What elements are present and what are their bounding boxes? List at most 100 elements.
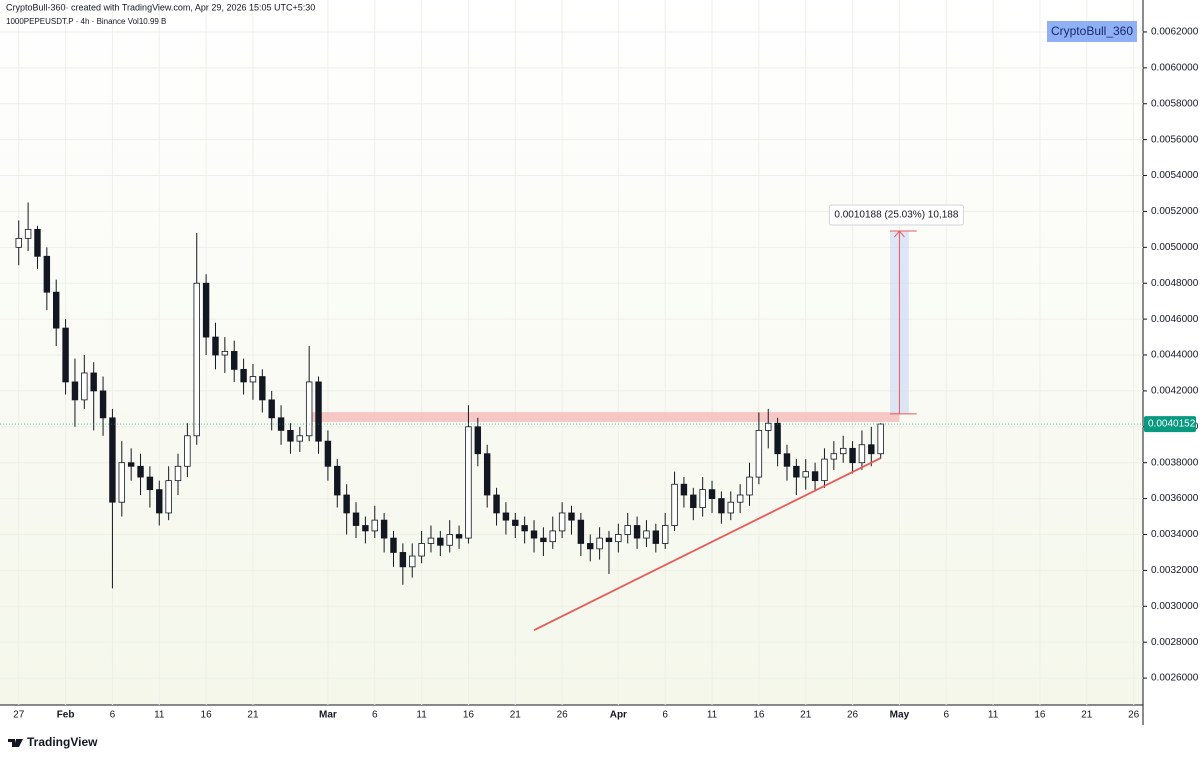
logo-icon: [8, 739, 23, 747]
candle-body: [765, 422, 772, 431]
x-tick-label: 26: [557, 710, 569, 721]
x-tick-label: 11: [988, 710, 999, 721]
candle-body: [830, 453, 838, 460]
trendline: [533, 457, 882, 631]
y-tick-label: 0.0028000: [1151, 637, 1199, 648]
candle-body: [568, 512, 575, 521]
candle-body: [849, 447, 856, 464]
candle-body: [858, 444, 866, 464]
candle-body: [202, 282, 210, 338]
x-tick-label: 16: [201, 710, 213, 721]
x-tick-label: 21: [800, 710, 812, 721]
candle-body: [409, 555, 416, 568]
candle-body: [512, 519, 519, 526]
candle-body: [615, 534, 622, 543]
candle-body: [99, 390, 107, 419]
candle-body: [315, 381, 322, 442]
x-tick-label: Apr: [610, 710, 627, 721]
candle-body: [783, 453, 791, 467]
x-tick-label: 21: [510, 710, 522, 721]
x-tick-label: 27: [13, 710, 25, 721]
candle-body: [268, 399, 275, 419]
candle-body: [240, 368, 247, 383]
x-tick-label: 21: [247, 710, 259, 721]
candle-body: [249, 376, 257, 383]
candle-body: [109, 417, 116, 503]
candle-body: [418, 543, 425, 557]
header: CryptoBull-360· created with TradingView…: [6, 2, 315, 12]
candle-body: [793, 465, 800, 478]
x-tick-label: 26: [1128, 710, 1140, 721]
x-tick-label: Feb: [57, 710, 75, 721]
y-tick-label: 0.0042000: [1151, 386, 1199, 397]
x-tick-label: Mar: [319, 710, 337, 721]
y-tick-label: 0.0048000: [1151, 278, 1199, 289]
candle-body: [81, 372, 88, 401]
x-tick-label: 16: [753, 710, 765, 721]
x-tick-label: 16: [463, 710, 475, 721]
candle-body: [540, 537, 547, 543]
last-price-tag: [1144, 416, 1196, 433]
candle-body: [34, 228, 41, 257]
y-tick-label: 0.0036000: [1151, 493, 1199, 504]
y-tick-label: 0.0038000: [1151, 457, 1199, 468]
plot-background: [0, 0, 1143, 705]
y-tick-label: 0.0032000: [1151, 565, 1199, 576]
candle-body: [371, 519, 378, 532]
last-price-label: 0.0040152: [1148, 419, 1196, 430]
candle-body: [746, 476, 753, 496]
candle-body: [437, 537, 444, 546]
candle-body: [184, 435, 191, 467]
candle-body: [727, 501, 734, 514]
y-tick-label: 0.0030000: [1151, 601, 1199, 612]
candle-body: [146, 476, 154, 491]
measure-label-box: [828, 204, 964, 226]
candle-body: [633, 525, 641, 539]
candle-body: [90, 372, 97, 392]
resistance-zone: [309, 412, 900, 422]
y-tick-label: 0.0026000: [1151, 673, 1199, 684]
candle-body: [643, 530, 650, 539]
y-tick-label: 0.0062000: [1151, 27, 1199, 38]
candle-body: [596, 537, 603, 550]
candle-body: [474, 426, 482, 455]
grid: [0, 0, 1143, 705]
candle-body: [558, 512, 566, 532]
candle-body: [390, 537, 397, 553]
candle-body: [53, 291, 60, 329]
watermark-box: [1047, 21, 1137, 42]
candle-body: [839, 447, 847, 455]
candle-body: [427, 537, 435, 544]
candle-body: [174, 465, 182, 482]
candle-body: [212, 336, 219, 356]
candle-body: [680, 483, 688, 496]
candle-body: [605, 537, 613, 543]
candle-body: [549, 530, 556, 543]
candle-body: [156, 489, 163, 514]
x-tick-label: 26: [847, 710, 859, 721]
x-tick-label: 6: [110, 710, 116, 721]
marks: 0.0010188 (25.03%) 10,188: [0, 202, 1143, 631]
candle-body: [699, 489, 706, 508]
candle-body: [502, 512, 510, 521]
x-tick-label: 11: [416, 710, 427, 721]
measure-label: 0.0010188 (25.03%) 10,188: [834, 210, 958, 221]
x-tick-label: 11: [154, 710, 165, 721]
candle-body: [193, 282, 200, 437]
candle-body: [343, 494, 350, 514]
candle-body: [577, 519, 585, 544]
y-tick-label: 0.0046000: [1151, 314, 1199, 325]
candle-body: [690, 494, 697, 508]
candle-body: [446, 534, 453, 546]
candle-body: [287, 429, 294, 442]
candle-body: [483, 453, 491, 496]
candle-body: [305, 381, 313, 437]
x-tick-label: 6: [372, 710, 378, 721]
candle-body: [802, 471, 809, 478]
measure-arrowhead: [894, 230, 905, 238]
candle-body: [62, 327, 69, 383]
candle-body: [755, 429, 763, 478]
candle-body: [521, 525, 528, 532]
candle-body: [221, 351, 229, 356]
